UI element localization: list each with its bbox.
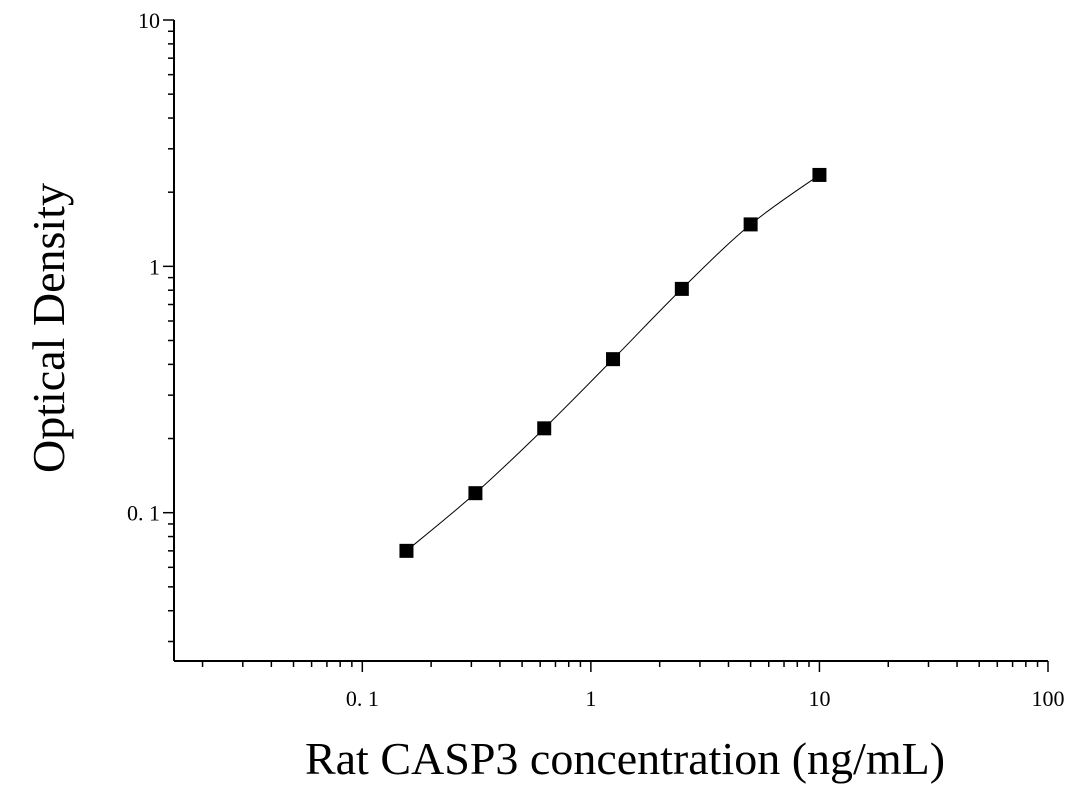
y-tick-label: 10	[138, 8, 160, 33]
data-point	[674, 281, 689, 296]
data-point	[468, 486, 483, 501]
y-ticks	[163, 19, 174, 643]
data-points	[399, 167, 827, 558]
x-tick-label: 0. 1	[346, 686, 379, 711]
x-ticks	[201, 661, 1049, 672]
y-axis-title: Optical Density	[23, 183, 74, 473]
x-tick-label: 1	[585, 686, 596, 711]
x-tick-labels: 0. 1 1 10 100	[346, 686, 1065, 711]
y-tick-label: 1	[149, 254, 160, 279]
x-tick-label: 100	[1032, 686, 1065, 711]
x-axis-title: Rat CASP3 concentration (ng/mL)	[305, 733, 945, 784]
axes	[173, 20, 1048, 662]
data-point	[812, 167, 827, 182]
data-point	[606, 352, 621, 367]
y-tick-label: 0. 1	[127, 501, 160, 526]
data-point	[743, 217, 758, 232]
data-point	[399, 543, 414, 558]
y-tick-labels: 0. 1 1 10	[127, 8, 160, 526]
data-point	[537, 421, 552, 436]
x-tick-label: 10	[808, 686, 830, 711]
